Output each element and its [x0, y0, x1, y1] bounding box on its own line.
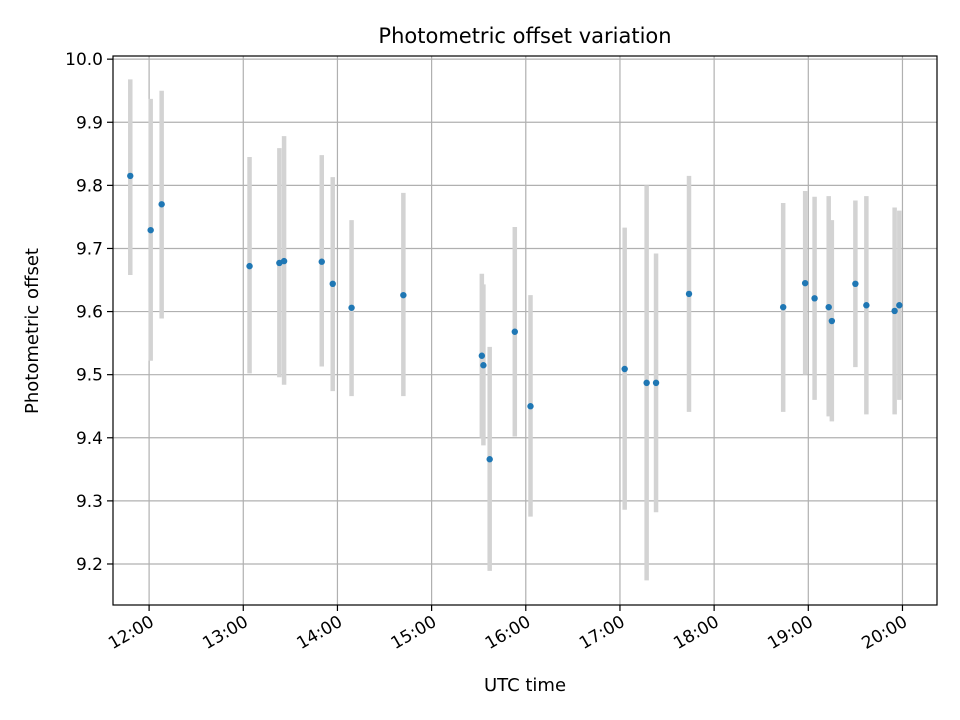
data-point — [643, 379, 650, 387]
y-axis-label: Photometric offset — [22, 248, 43, 414]
y-tick-label: 9.3 — [76, 492, 103, 512]
data-point — [511, 328, 518, 335]
y-tick-label: 9.7 — [76, 239, 103, 259]
y-tick-label: 9.5 — [76, 366, 103, 386]
data-point — [779, 303, 787, 311]
data-point — [329, 280, 336, 288]
data-point — [348, 304, 355, 311]
data-point — [685, 290, 693, 298]
y-tick-label: 9.2 — [76, 555, 103, 575]
chart-title: Photometric offset variation — [378, 24, 671, 48]
data-point — [480, 362, 487, 369]
data-point — [828, 317, 836, 325]
data-point — [825, 303, 832, 311]
data-point — [318, 258, 325, 265]
y-tick-label: 10.0 — [65, 50, 103, 70]
data-point — [127, 172, 134, 180]
data-point — [478, 352, 486, 359]
data-point — [891, 307, 898, 315]
data-point — [147, 226, 154, 234]
x-axis-label: UTC time — [484, 675, 566, 696]
data-point — [852, 280, 859, 288]
data-point — [621, 365, 628, 373]
data-point — [801, 279, 809, 287]
y-tick-label: 9.9 — [76, 113, 103, 133]
y-tick-label: 9.8 — [76, 176, 103, 196]
data-point — [400, 291, 407, 299]
data-points — [127, 172, 903, 463]
data-point — [811, 295, 818, 302]
data-point — [527, 403, 534, 410]
data-point — [158, 201, 165, 208]
data-point — [896, 302, 903, 309]
y-tick-label: 9.6 — [76, 303, 103, 323]
data-point — [652, 379, 660, 387]
data-point — [246, 262, 253, 270]
data-point — [280, 257, 288, 265]
plot-frame — [112, 55, 938, 606]
y-tick-label: 9.4 — [76, 429, 103, 449]
data-point — [486, 456, 493, 463]
data-point — [863, 302, 870, 309]
